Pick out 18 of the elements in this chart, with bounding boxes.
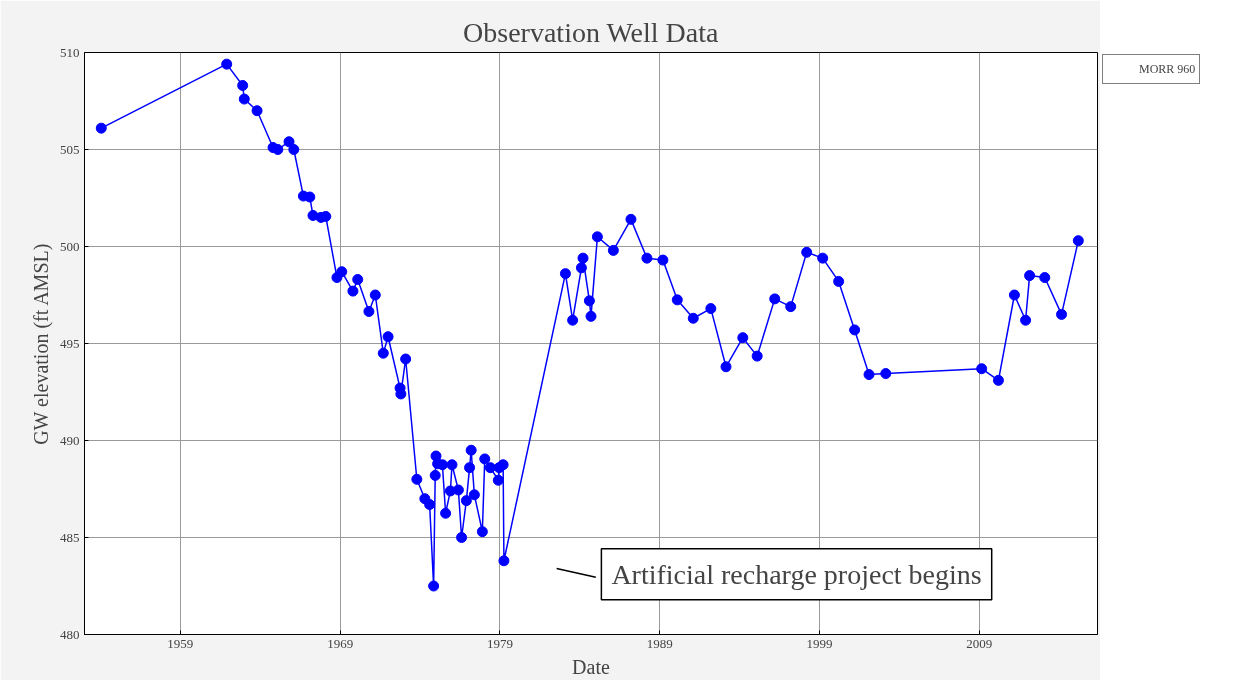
- x-tick-label: 1979: [486, 635, 513, 651]
- y-axis-title: GW elevation (ft AMSL): [30, 243, 53, 445]
- y-tick-label: 495: [60, 335, 80, 351]
- y-tick-label: 480: [60, 626, 80, 642]
- y-tick-label: 500: [60, 238, 80, 254]
- text: MORR 960: [1139, 61, 1196, 77]
- annotation: Artificial recharge project begins: [611, 558, 982, 590]
- x-tick-label: 2009: [966, 635, 993, 651]
- y-tick-label: 510: [60, 44, 80, 60]
- x-axis-title: Date: [572, 655, 610, 678]
- y-tick-label: 505: [60, 141, 80, 157]
- x-tick-label: 1959: [167, 635, 194, 651]
- y-tick-label: 490: [60, 432, 80, 448]
- x-tick-label: 1989: [646, 635, 673, 651]
- x-tick-label: 1999: [806, 635, 833, 651]
- x-tick-label: 1969: [327, 635, 354, 651]
- chart-title: Observation Well Data: [463, 16, 720, 48]
- y-tick-label: 485: [60, 529, 80, 545]
